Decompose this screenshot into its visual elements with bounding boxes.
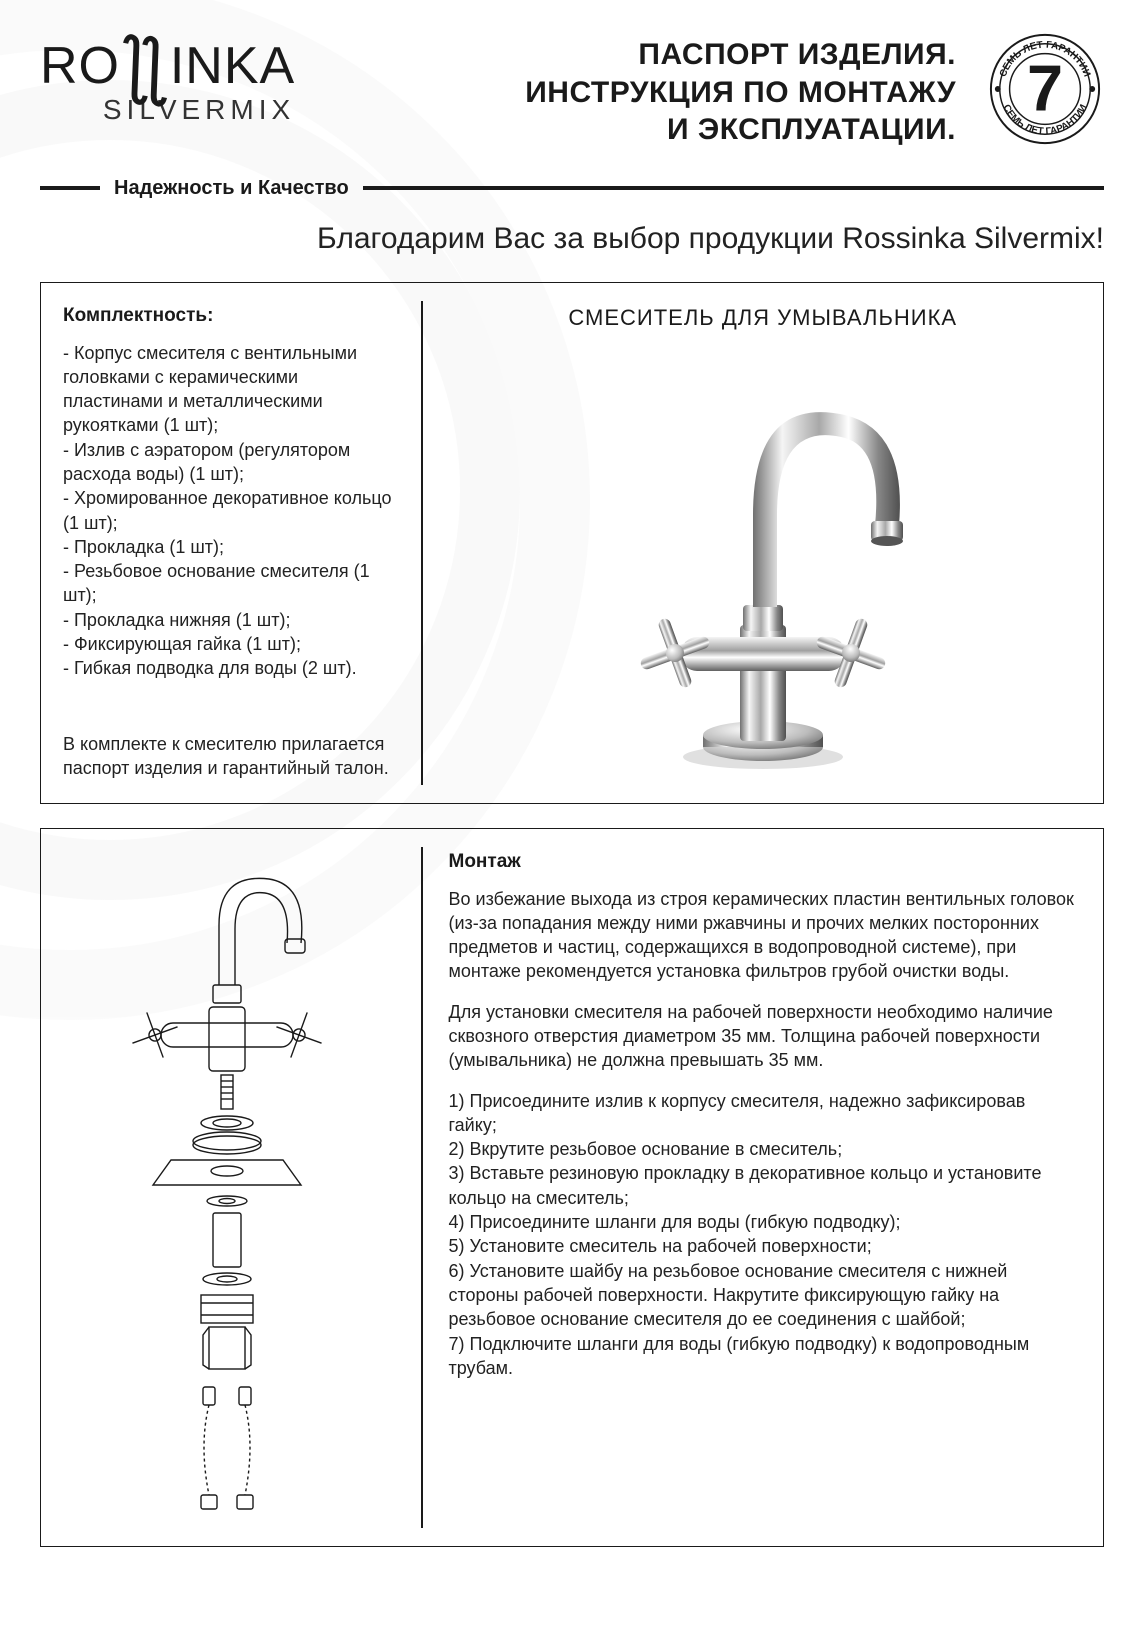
list-item: - Излив с аэратором (регулятором расхода… bbox=[63, 438, 399, 487]
mount-step: 3) Вставьте резиновую прокладку в декора… bbox=[449, 1161, 1078, 1210]
complectness-note: В комплекте к смесителю прилагается пасп… bbox=[63, 702, 399, 781]
panel-mounting: Монтаж Во избежание выхода из строя кера… bbox=[40, 828, 1104, 1547]
title-line-1: ПАСПОРТ ИЗДЕЛИЯ. bbox=[325, 36, 956, 74]
mount-step: 4) Присоедините шланги для воды (гибкую … bbox=[449, 1210, 1078, 1234]
faucet-photo bbox=[441, 345, 1086, 785]
mount-step: 2) Вкрутите резьбовое основание в смесит… bbox=[449, 1137, 1078, 1161]
list-item: - Корпус смесителя с вентильными головка… bbox=[63, 341, 399, 438]
mount-heading: Монтаж bbox=[449, 851, 1078, 873]
mount-para-2: Для установки смесителя на рабочей повер… bbox=[449, 1000, 1078, 1073]
header: RO ∬ INKA SILVERMIX ПАСПОРТ ИЗДЕЛИЯ. ИНС… bbox=[40, 30, 1104, 149]
tagline: Надежность и Качество bbox=[100, 177, 363, 200]
list-item: - Хромированное декоративное кольцо (1 ш… bbox=[63, 486, 399, 535]
title-line-3: И ЭКСПЛУАТАЦИИ. bbox=[325, 111, 956, 149]
logo-suffix: INKA bbox=[170, 40, 295, 92]
warranty-number: 7 bbox=[1027, 52, 1063, 125]
faucet-exploded-diagram bbox=[91, 855, 371, 1520]
logo-ss-glyph: ∬ bbox=[113, 28, 177, 105]
thanks-line: Благодарим Вас за выбор продукции Rossin… bbox=[40, 222, 1104, 256]
mount-para-1: Во избежание выхода из строя керамически… bbox=[449, 887, 1078, 984]
warranty-badge: СЕМЬ ЛЕТ ГАРАНТИИ СЕМЬ ЛЕТ ГАРАНТИИ 7 bbox=[986, 30, 1104, 148]
logo-prefix: RO bbox=[40, 40, 120, 92]
list-item: - Резьбовое основание смесителя (1 шт); bbox=[63, 559, 399, 608]
mount-steps: 1) Присоедините излив к корпусу смесител… bbox=[449, 1089, 1078, 1381]
logo: RO ∬ INKA SILVERMIX bbox=[40, 30, 295, 126]
list-item: - Прокладка нижняя (1 шт); bbox=[63, 608, 399, 632]
title-line-2: ИНСТРУКЦИЯ ПО МОНТАЖУ bbox=[325, 74, 956, 112]
mount-step: 5) Установите смеситель на рабочей повер… bbox=[449, 1234, 1078, 1258]
mount-step: 6) Установите шайбу на резьбовое основан… bbox=[449, 1259, 1078, 1332]
panel-complectness: Комплектность: - Корпус смесителя с вент… bbox=[40, 282, 1104, 804]
complectness-list: - Корпус смесителя с вентильными головка… bbox=[63, 341, 399, 681]
mount-step: 1) Присоедините излив к корпусу смесител… bbox=[449, 1089, 1078, 1138]
document-title: ПАСПОРТ ИЗДЕЛИЯ. ИНСТРУКЦИЯ ПО МОНТАЖУ И… bbox=[325, 30, 956, 149]
complectness-heading: Комплектность: bbox=[63, 305, 399, 327]
product-title: СМЕСИТЕЛЬ ДЛЯ УМЫВАЛЬНИКА bbox=[441, 305, 1086, 331]
list-item: - Гибкая подводка для воды (2 шт). bbox=[63, 656, 399, 680]
mount-step: 7) Подключите шланги для воды (гибкую по… bbox=[449, 1332, 1078, 1381]
list-item: - Прокладка (1 шт); bbox=[63, 535, 399, 559]
tagline-row: Надежность и Качество bbox=[40, 177, 1104, 200]
list-item: - Фиксирующая гайка (1 шт); bbox=[63, 632, 399, 656]
